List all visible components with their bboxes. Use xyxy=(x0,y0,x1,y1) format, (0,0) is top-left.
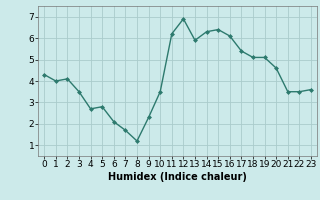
X-axis label: Humidex (Indice chaleur): Humidex (Indice chaleur) xyxy=(108,172,247,182)
